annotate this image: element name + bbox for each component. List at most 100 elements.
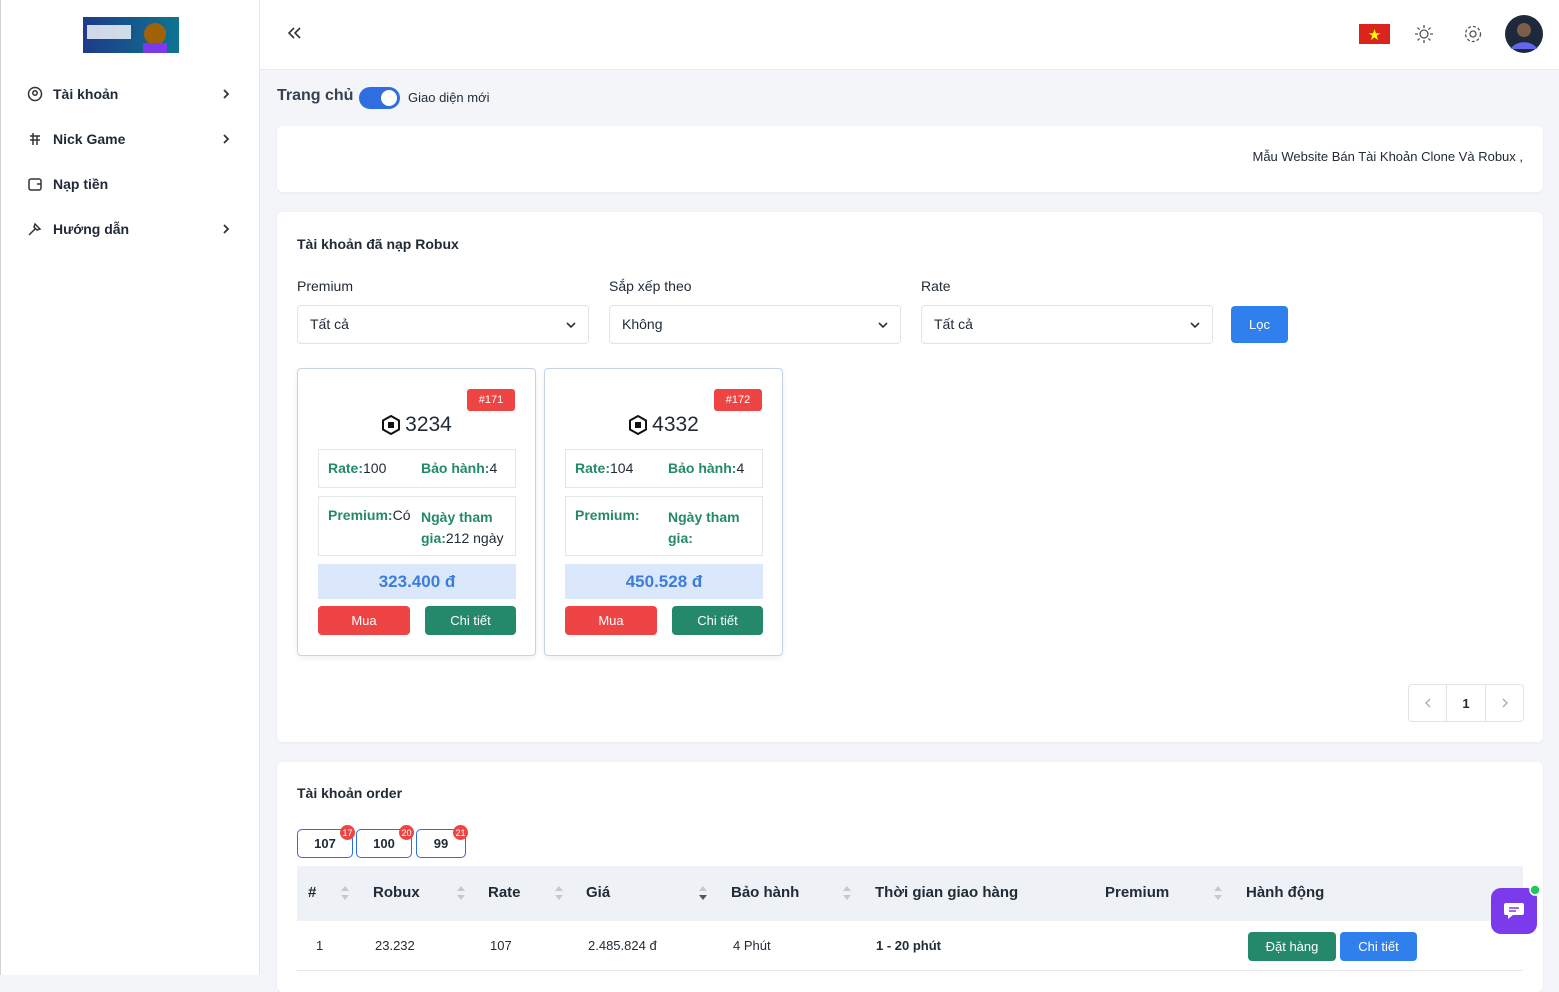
filter-button[interactable]: Lọc bbox=[1231, 306, 1288, 343]
tab-badge: 20 bbox=[399, 825, 414, 840]
rate-value: 104 bbox=[610, 460, 634, 476]
stats-box: Rate:104 Bảo hành:4 bbox=[565, 449, 763, 488]
robux-icon bbox=[629, 415, 648, 435]
avatar[interactable] bbox=[1505, 15, 1543, 53]
stats-box: Premium:Có Ngày tham gia:212 ngày bbox=[318, 496, 516, 556]
table-header bbox=[297, 866, 1523, 921]
filter-value: Tất cả bbox=[934, 316, 973, 332]
warranty: Bảo hành:4 bbox=[668, 460, 744, 476]
sidebar: Tài khoản Nick Game Nạp tiền Hướng dẫn bbox=[0, 0, 260, 975]
detail-button[interactable]: Chi tiết bbox=[425, 606, 516, 635]
column-header: Premium bbox=[1105, 884, 1170, 901]
sort-icon[interactable] bbox=[842, 883, 852, 903]
premium-value: Có bbox=[392, 507, 411, 523]
sort-icon[interactable] bbox=[554, 883, 564, 903]
warranty-label: Bảo hành: bbox=[421, 460, 490, 476]
warranty-value: 4 bbox=[736, 460, 745, 476]
table-cell: 2.485.824 đ bbox=[588, 938, 657, 953]
account-card: #171 3234 Rate:100 Bảo hành:4 Premium:Có Ngày… bbox=[297, 368, 536, 656]
menu-label: Hướng dẫn bbox=[53, 221, 130, 237]
premium: Premium: bbox=[575, 507, 640, 523]
filter-value: Không bbox=[622, 316, 663, 332]
prev-page[interactable] bbox=[1409, 685, 1447, 721]
rate: Rate:100 bbox=[328, 460, 386, 476]
price: 450.528 đ bbox=[565, 564, 763, 599]
menu-label: Tài khoản bbox=[53, 86, 119, 102]
robux-section: Tài khoản đã nạp Robux Premium Tất cả Sắp … bbox=[277, 212, 1543, 742]
rate-tab[interactable]: 100 bbox=[356, 829, 412, 858]
notice-card: Mẫu Website Bán Tài Khoản Clone Và Robux… bbox=[277, 126, 1543, 192]
menu-item[interactable]: Hướng dẫn bbox=[27, 217, 241, 241]
column-header: Thời gian giao hàng bbox=[875, 884, 1019, 901]
tab-badge: 17 bbox=[340, 825, 355, 840]
premium-label: Premium: bbox=[328, 507, 393, 523]
section-title: Tài khoản order bbox=[297, 785, 403, 801]
table-cell: 1 - 20 phút bbox=[876, 938, 942, 953]
premium-label: Premium: bbox=[575, 507, 640, 523]
next-page[interactable] bbox=[1486, 685, 1523, 721]
table-cell: 107 bbox=[490, 938, 512, 953]
price: 323.400 đ bbox=[318, 564, 516, 599]
column-header: # bbox=[308, 884, 317, 901]
warranty: Bảo hành:4 bbox=[421, 460, 497, 476]
filter-value: Tất cả bbox=[310, 316, 349, 332]
account-card: #172 4332 Rate:104 Bảo hành:4 Premium: Ngày t… bbox=[544, 368, 783, 656]
warranty-value: 4 bbox=[489, 460, 498, 476]
order-button[interactable]: Đặt hàng bbox=[1248, 932, 1336, 961]
robux-amount: 4332 bbox=[545, 413, 782, 437]
sort-icon[interactable] bbox=[698, 883, 708, 903]
chat-button[interactable] bbox=[1491, 884, 1541, 936]
toggle-label: Giao diện mới bbox=[408, 90, 490, 105]
sort-icon[interactable] bbox=[456, 883, 466, 903]
layout-toggle[interactable] bbox=[359, 87, 400, 109]
column-header: Hành động bbox=[1246, 884, 1325, 901]
filter-label: Sắp xếp theo bbox=[609, 278, 692, 294]
filter-select[interactable]: Không bbox=[609, 305, 901, 344]
logo[interactable] bbox=[83, 17, 179, 53]
language-flag[interactable] bbox=[1359, 24, 1390, 44]
sort-icon[interactable] bbox=[1213, 883, 1223, 903]
filter-label: Rate bbox=[921, 278, 951, 294]
detail-button[interactable]: Chi tiết bbox=[672, 606, 763, 635]
buy-button[interactable]: Mua bbox=[318, 606, 410, 635]
collapse-button[interactable] bbox=[288, 27, 302, 39]
joined: Ngày tham gia:212 ngày bbox=[421, 507, 513, 549]
column-header: Rate bbox=[488, 884, 521, 901]
robux-value: 3234 bbox=[405, 413, 452, 436]
page-number[interactable]: 1 bbox=[1447, 685, 1486, 721]
menu-item[interactable]: Nạp tiền bbox=[27, 172, 241, 196]
breadcrumb: Trang chủ bbox=[277, 87, 354, 104]
id-badge: #171 bbox=[467, 389, 515, 411]
warranty-label: Bảo hành: bbox=[668, 460, 737, 476]
joined-value: 212 ngày bbox=[445, 530, 504, 546]
detail-button[interactable]: Chi tiết bbox=[1340, 932, 1417, 961]
table-cell: 23.232 bbox=[375, 938, 415, 953]
table-cell: 1 bbox=[316, 938, 324, 953]
theme-toggle[interactable] bbox=[1414, 24, 1434, 44]
menu-item[interactable]: Tài khoản bbox=[27, 82, 241, 106]
pagination: 1 bbox=[1408, 684, 1524, 722]
filter-select[interactable]: Tất cả bbox=[297, 305, 589, 344]
notice-text: Mẫu Website Bán Tài Khoản Clone Và Robux… bbox=[1252, 149, 1523, 164]
table-cell: 4 Phút bbox=[733, 938, 771, 953]
joined: Ngày tham gia: bbox=[668, 507, 760, 549]
premium: Premium:Có bbox=[328, 507, 410, 523]
rate-tab[interactable]: 99 bbox=[416, 829, 466, 858]
filter-select[interactable]: Tất cả bbox=[921, 305, 1213, 344]
column-header: Bảo hành bbox=[731, 884, 800, 901]
sort-icon[interactable] bbox=[340, 883, 350, 903]
row-divider bbox=[297, 970, 1523, 971]
menu-label: Nick Game bbox=[53, 131, 126, 147]
rate-tab[interactable]: 107 bbox=[297, 829, 353, 858]
id-badge: #172 bbox=[714, 389, 762, 411]
joined-label: Ngày tham gia: bbox=[668, 509, 740, 546]
menu-item[interactable]: Nick Game bbox=[27, 127, 241, 151]
joined-label: Ngày tham gia: bbox=[421, 509, 493, 546]
buy-button[interactable]: Mua bbox=[565, 606, 657, 635]
settings-button[interactable] bbox=[1463, 24, 1483, 44]
filter-label: Premium bbox=[297, 278, 354, 294]
tab-badge: 21 bbox=[453, 825, 468, 840]
section-title: Tài khoản đã nạp Robux bbox=[297, 236, 459, 252]
rate-label: Rate: bbox=[575, 460, 611, 476]
